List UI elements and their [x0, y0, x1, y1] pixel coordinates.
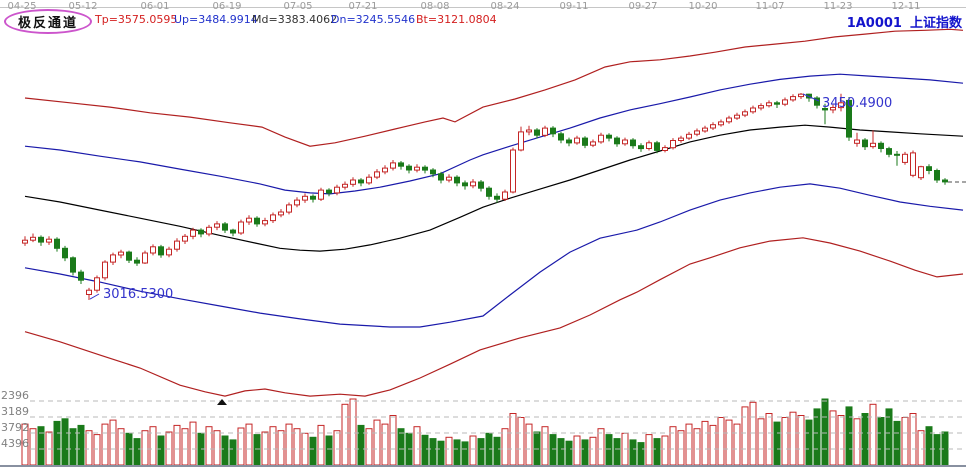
indicator-value: Up=3484.9914	[174, 13, 258, 26]
low-annotation-pointer	[89, 293, 100, 300]
indicator-badge[interactable]: 极反通道	[4, 9, 92, 34]
candles	[22, 93, 948, 300]
channel-line-Tp	[24, 28, 964, 147]
high-annotation-pointer	[802, 93, 820, 102]
x-axis-date: 07-05	[283, 1, 313, 12]
channel-line-Bt	[24, 237, 964, 397]
symbol-label: 1A0001 上证指数	[847, 12, 962, 31]
channel-line-Md	[24, 124, 964, 252]
top-axis-line	[0, 7, 966, 8]
x-axis-date: 06-19	[212, 1, 242, 12]
indicator-value: Dn=3245.5546	[331, 13, 416, 26]
x-axis-date: 08-24	[490, 1, 520, 12]
indicator-value: Bt=3121.0804	[416, 13, 497, 26]
x-axis-date: 09-11	[559, 1, 589, 12]
x-axis-date: 04-25	[7, 1, 37, 12]
x-axis-date: 06-01	[140, 1, 170, 12]
indicator-value: Tp=3575.0595	[95, 13, 178, 26]
volume-bars	[21, 398, 949, 466]
x-axis-date: 09-27	[628, 1, 658, 12]
volume-axis-label: 3792	[1, 421, 29, 434]
symbol-code: 1A0001	[846, 16, 902, 31]
x-axis-date: 05-12	[68, 1, 98, 12]
x-axis-date: 11-07	[755, 1, 785, 12]
x-axis-date: 12-11	[891, 1, 921, 12]
volume-axis-label: 2396	[1, 389, 29, 402]
symbol-name: 上证指数	[909, 16, 962, 31]
indicator-name: 极反通道	[17, 16, 78, 31]
indicator-value: Md=3383.4062	[252, 13, 338, 26]
x-axis-date: 07-21	[348, 1, 378, 12]
high-annotation: 3450.4900	[822, 96, 892, 111]
x-axis-date: 11-23	[823, 1, 853, 12]
x-axis-date: 08-08	[420, 1, 450, 12]
volume-axis-label: 4396	[1, 437, 29, 450]
channel-line-Up	[24, 73, 964, 195]
channel-line-Dn	[24, 183, 964, 328]
triangle-marker	[217, 399, 227, 405]
volume-axis-label: 3189	[1, 405, 29, 418]
x-axis-date: 10-20	[688, 1, 718, 12]
low-annotation: 3016.5300	[103, 287, 173, 302]
